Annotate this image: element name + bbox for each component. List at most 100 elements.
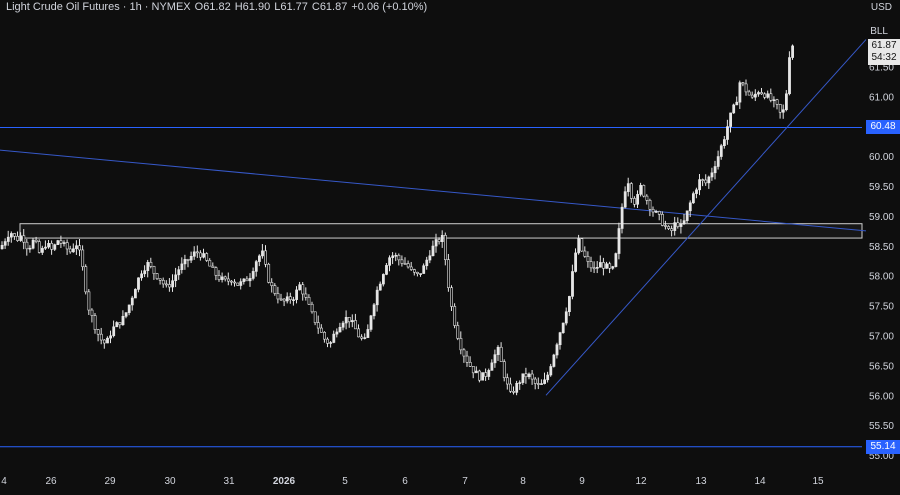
y-tick-label: 57.50 xyxy=(869,302,894,313)
y-tick-label: 61.50 xyxy=(869,62,894,73)
candle-body xyxy=(127,304,131,313)
candle-body xyxy=(580,238,584,252)
candle-body xyxy=(177,269,181,276)
candle-body xyxy=(230,280,233,283)
candle-body xyxy=(471,366,475,374)
candle-body xyxy=(186,259,190,261)
candle-body xyxy=(310,303,314,313)
candle-body xyxy=(341,322,345,328)
candle-body xyxy=(788,57,791,95)
candle-body xyxy=(388,257,392,266)
candle-body xyxy=(196,251,199,254)
candle-body xyxy=(412,269,416,273)
x-axis: 4 26 29 30 31 2026 5 6 7 8 9 12 13 14 15 xyxy=(1,476,824,487)
candle-body xyxy=(673,222,677,231)
candle-body xyxy=(313,311,317,323)
candle-body xyxy=(245,278,249,282)
unit-label: BLL xyxy=(870,26,888,37)
candle-body xyxy=(639,185,643,195)
candle-body xyxy=(137,277,140,290)
candle-body xyxy=(211,265,215,268)
candle-body xyxy=(614,253,618,267)
candle-body xyxy=(47,243,51,248)
candle-body xyxy=(146,262,150,271)
candle-body xyxy=(698,179,702,191)
candle-body xyxy=(425,259,429,267)
candle-body xyxy=(431,245,435,257)
candle-body xyxy=(332,333,336,343)
candle-body xyxy=(158,278,162,281)
candle-body xyxy=(279,298,283,301)
candle-body xyxy=(288,296,292,300)
candle-body xyxy=(350,320,354,323)
candle-body xyxy=(292,299,295,301)
candle-body xyxy=(533,378,537,384)
candle-body xyxy=(586,256,590,262)
candle-body xyxy=(710,172,714,178)
candle-body xyxy=(769,93,773,101)
candle-body xyxy=(509,383,512,392)
candle-body xyxy=(422,265,426,274)
candle-body xyxy=(140,273,144,279)
change-value: +0.06 (+0.10%) xyxy=(351,1,428,13)
candle-body xyxy=(440,234,444,243)
candle-body xyxy=(205,253,209,261)
candle-body xyxy=(251,271,255,279)
y-tick-label: 59.50 xyxy=(869,182,894,193)
candle-body xyxy=(180,263,184,270)
candle-body xyxy=(620,206,624,229)
candle-body xyxy=(741,82,745,85)
candle-body xyxy=(561,322,565,333)
candle-body xyxy=(298,284,302,291)
candle-body xyxy=(434,239,438,247)
candle-body xyxy=(214,267,218,276)
candle-body xyxy=(344,317,348,324)
candle-body xyxy=(738,82,742,103)
candle-body xyxy=(605,263,609,269)
candle-body xyxy=(760,92,764,95)
candle-body xyxy=(143,270,147,275)
candle-body xyxy=(44,246,47,249)
candle-body xyxy=(484,372,488,377)
candle-body xyxy=(688,202,692,212)
candle-body xyxy=(354,320,357,330)
candle-body xyxy=(295,289,299,300)
y-tick-label: 56.00 xyxy=(869,391,894,402)
candle-body xyxy=(130,297,134,306)
candle-body xyxy=(239,281,243,286)
candle-body xyxy=(72,248,75,253)
currency-button[interactable]: USD xyxy=(870,2,892,13)
candle-body xyxy=(199,252,202,258)
low-label: L xyxy=(274,1,281,13)
candle-body xyxy=(766,93,770,98)
candle-body xyxy=(447,259,450,288)
candle-body xyxy=(589,261,593,269)
candle-body xyxy=(543,379,547,384)
candle-body xyxy=(264,250,268,265)
candle-body xyxy=(453,306,457,326)
x-tick-label: 2026 xyxy=(273,476,296,487)
candle-body xyxy=(732,104,736,114)
candle-body xyxy=(611,266,615,269)
y-tick-label: 56.50 xyxy=(869,361,894,372)
candle-body xyxy=(481,372,485,381)
candle-body xyxy=(375,289,379,306)
candle-body xyxy=(726,126,729,140)
candle-body xyxy=(505,377,509,385)
candle-body xyxy=(360,336,364,339)
candle-body xyxy=(385,265,388,275)
candle-body xyxy=(118,322,122,326)
candle-body xyxy=(372,304,376,317)
candle-body xyxy=(65,242,69,250)
candle-body xyxy=(645,195,649,201)
candle-body xyxy=(657,211,661,215)
candle-body xyxy=(763,93,767,98)
candle-body xyxy=(109,335,113,339)
candle-body xyxy=(93,315,97,330)
candle-body xyxy=(28,247,32,250)
candle-body xyxy=(502,361,506,379)
trendline-layer xyxy=(0,39,867,448)
candle-body xyxy=(682,220,686,225)
candle-body xyxy=(670,228,674,231)
